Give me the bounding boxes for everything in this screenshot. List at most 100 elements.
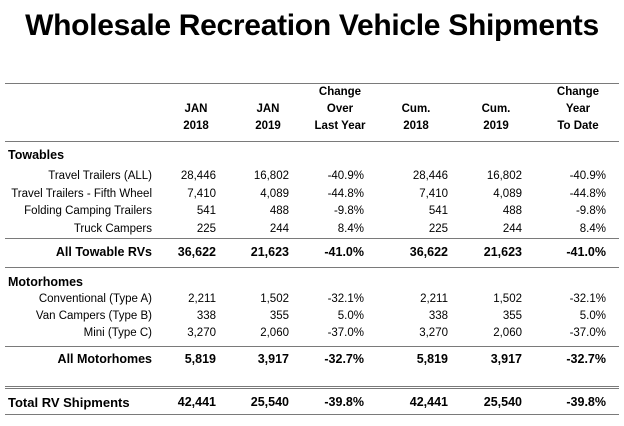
cell-value: 225 <box>428 222 448 235</box>
cell-value: -32.7% <box>324 352 364 366</box>
cell-value: 2,211 <box>420 293 448 305</box>
cell-value: 25,540 <box>483 395 522 409</box>
cell-value: 8.4% <box>579 222 606 235</box>
column-header-line: Cum. <box>401 103 431 115</box>
cell-value: -9.8% <box>575 205 606 217</box>
cell-value: 28,446 <box>180 170 216 182</box>
column-header-line: Year <box>565 103 591 115</box>
cell-value: 42,441 <box>177 395 216 409</box>
subtotal-label: All Towable RVs <box>55 245 152 259</box>
cell-value: 488 <box>269 205 289 217</box>
column-header-line: JAN <box>256 103 280 115</box>
cell-value: 42,441 <box>409 395 448 409</box>
cell-value: -40.9% <box>327 170 364 182</box>
cell-value: 36,622 <box>177 245 216 259</box>
towables-heading: Towables <box>8 148 65 162</box>
cell-value: 5.0% <box>579 310 606 322</box>
cell-value: 225 <box>196 222 216 235</box>
grand-total-rule <box>5 386 619 389</box>
cell-value: -32.1% <box>569 293 606 305</box>
cell-value: 28,446 <box>412 170 448 182</box>
cell-value: -32.7% <box>566 352 606 366</box>
page-title: Wholesale Recreation Vehicle Shipments <box>25 9 599 42</box>
cell-value: 36,622 <box>409 245 448 259</box>
header-top-rule <box>5 83 619 84</box>
cell-value: 1,502 <box>260 293 289 305</box>
cell-value: -40.9% <box>569 170 606 182</box>
subtotal-label: All Motorhomes <box>57 352 152 366</box>
cell-value: -39.8% <box>566 395 606 409</box>
motorhomes-heading: Motorhomes <box>8 275 83 289</box>
column-header-line: JAN <box>184 103 208 115</box>
cell-value: 25,540 <box>250 395 289 409</box>
column-header: Change Year To Date <box>538 84 618 135</box>
cell-value: -44.8% <box>569 187 606 200</box>
cell-value: 4,089 <box>260 187 289 200</box>
cell-value: 3,917 <box>490 352 522 366</box>
cell-value: 3,270 <box>419 327 448 339</box>
cell-value: 244 <box>269 222 289 235</box>
cell-value: 3,270 <box>187 327 216 339</box>
column-header-line: 2019 <box>483 120 509 132</box>
row-label: Travel Trailers - Fifth Wheel <box>11 187 152 200</box>
cell-value: -41.0% <box>566 245 606 259</box>
row-label: Mini (Type C) <box>83 327 152 339</box>
cell-value: 5,819 <box>184 352 216 366</box>
cell-value: 4,089 <box>493 187 522 200</box>
column-header-line: Last Year <box>314 120 366 132</box>
cell-value: -44.8% <box>327 187 364 200</box>
cell-value: -41.0% <box>324 245 364 259</box>
cell-value: 338 <box>196 310 216 322</box>
cell-value: -39.8% <box>324 395 364 409</box>
cell-value: -32.1% <box>327 293 364 305</box>
cell-value: 7,410 <box>187 187 216 200</box>
column-header-line: 2018 <box>183 120 209 132</box>
cell-value: 541 <box>196 205 216 217</box>
column-header-line: Over <box>326 103 354 115</box>
cell-value: 355 <box>502 310 522 322</box>
cell-value: 541 <box>428 205 448 217</box>
cell-value: 2,060 <box>493 327 522 339</box>
cell-value: 1,502 <box>493 293 522 305</box>
row-label: Conventional (Type A) <box>38 293 152 305</box>
cell-value: 2,211 <box>188 293 216 305</box>
cell-value: 16,802 <box>486 170 522 182</box>
column-header: Change Over Last Year <box>300 84 380 135</box>
cell-value: 338 <box>428 310 448 322</box>
column-header-line: 2018 <box>403 120 429 132</box>
column-header-line: Change <box>318 86 362 98</box>
towables-subtotal-rule <box>5 238 619 239</box>
motorhomes-top-rule <box>5 267 619 268</box>
motorhomes-subtotal-rule <box>5 346 619 347</box>
cell-value: 21,623 <box>483 245 522 259</box>
row-label: Travel Trailers (ALL) <box>48 170 152 182</box>
cell-value: 5,819 <box>416 352 448 366</box>
cell-value: 244 <box>502 222 522 235</box>
row-label: Truck Campers <box>73 222 152 235</box>
cell-value: -37.0% <box>327 327 364 339</box>
column-header: JAN 2018 <box>156 101 236 135</box>
cell-value: 2,060 <box>260 327 289 339</box>
cell-value: 21,623 <box>250 245 289 259</box>
column-header: Cum. 2019 <box>456 101 536 135</box>
cell-value: -9.8% <box>333 205 364 217</box>
cell-value: 5.0% <box>337 310 364 322</box>
grand-total-label: Total RV Shipments <box>8 395 130 410</box>
cell-value: 7,410 <box>419 187 448 200</box>
column-header-line: 2019 <box>255 120 281 132</box>
cell-value: 355 <box>269 310 289 322</box>
column-header-line: Change <box>556 86 600 98</box>
cell-value: 16,802 <box>253 170 289 182</box>
column-header: JAN 2019 <box>228 101 308 135</box>
column-header: Cum. 2018 <box>376 101 456 135</box>
cell-value: 3,917 <box>257 352 289 366</box>
row-label: Folding Camping Trailers <box>24 205 152 217</box>
cell-value: 488 <box>502 205 522 217</box>
header-bottom-rule <box>5 141 619 142</box>
column-header-line: Cum. <box>481 103 511 115</box>
row-label: Van Campers (Type B) <box>35 310 152 322</box>
cell-value: 8.4% <box>337 222 364 235</box>
column-header-line: To Date <box>557 120 599 132</box>
cell-value: -37.0% <box>569 327 606 339</box>
grand-total-bottom-rule <box>5 414 619 415</box>
